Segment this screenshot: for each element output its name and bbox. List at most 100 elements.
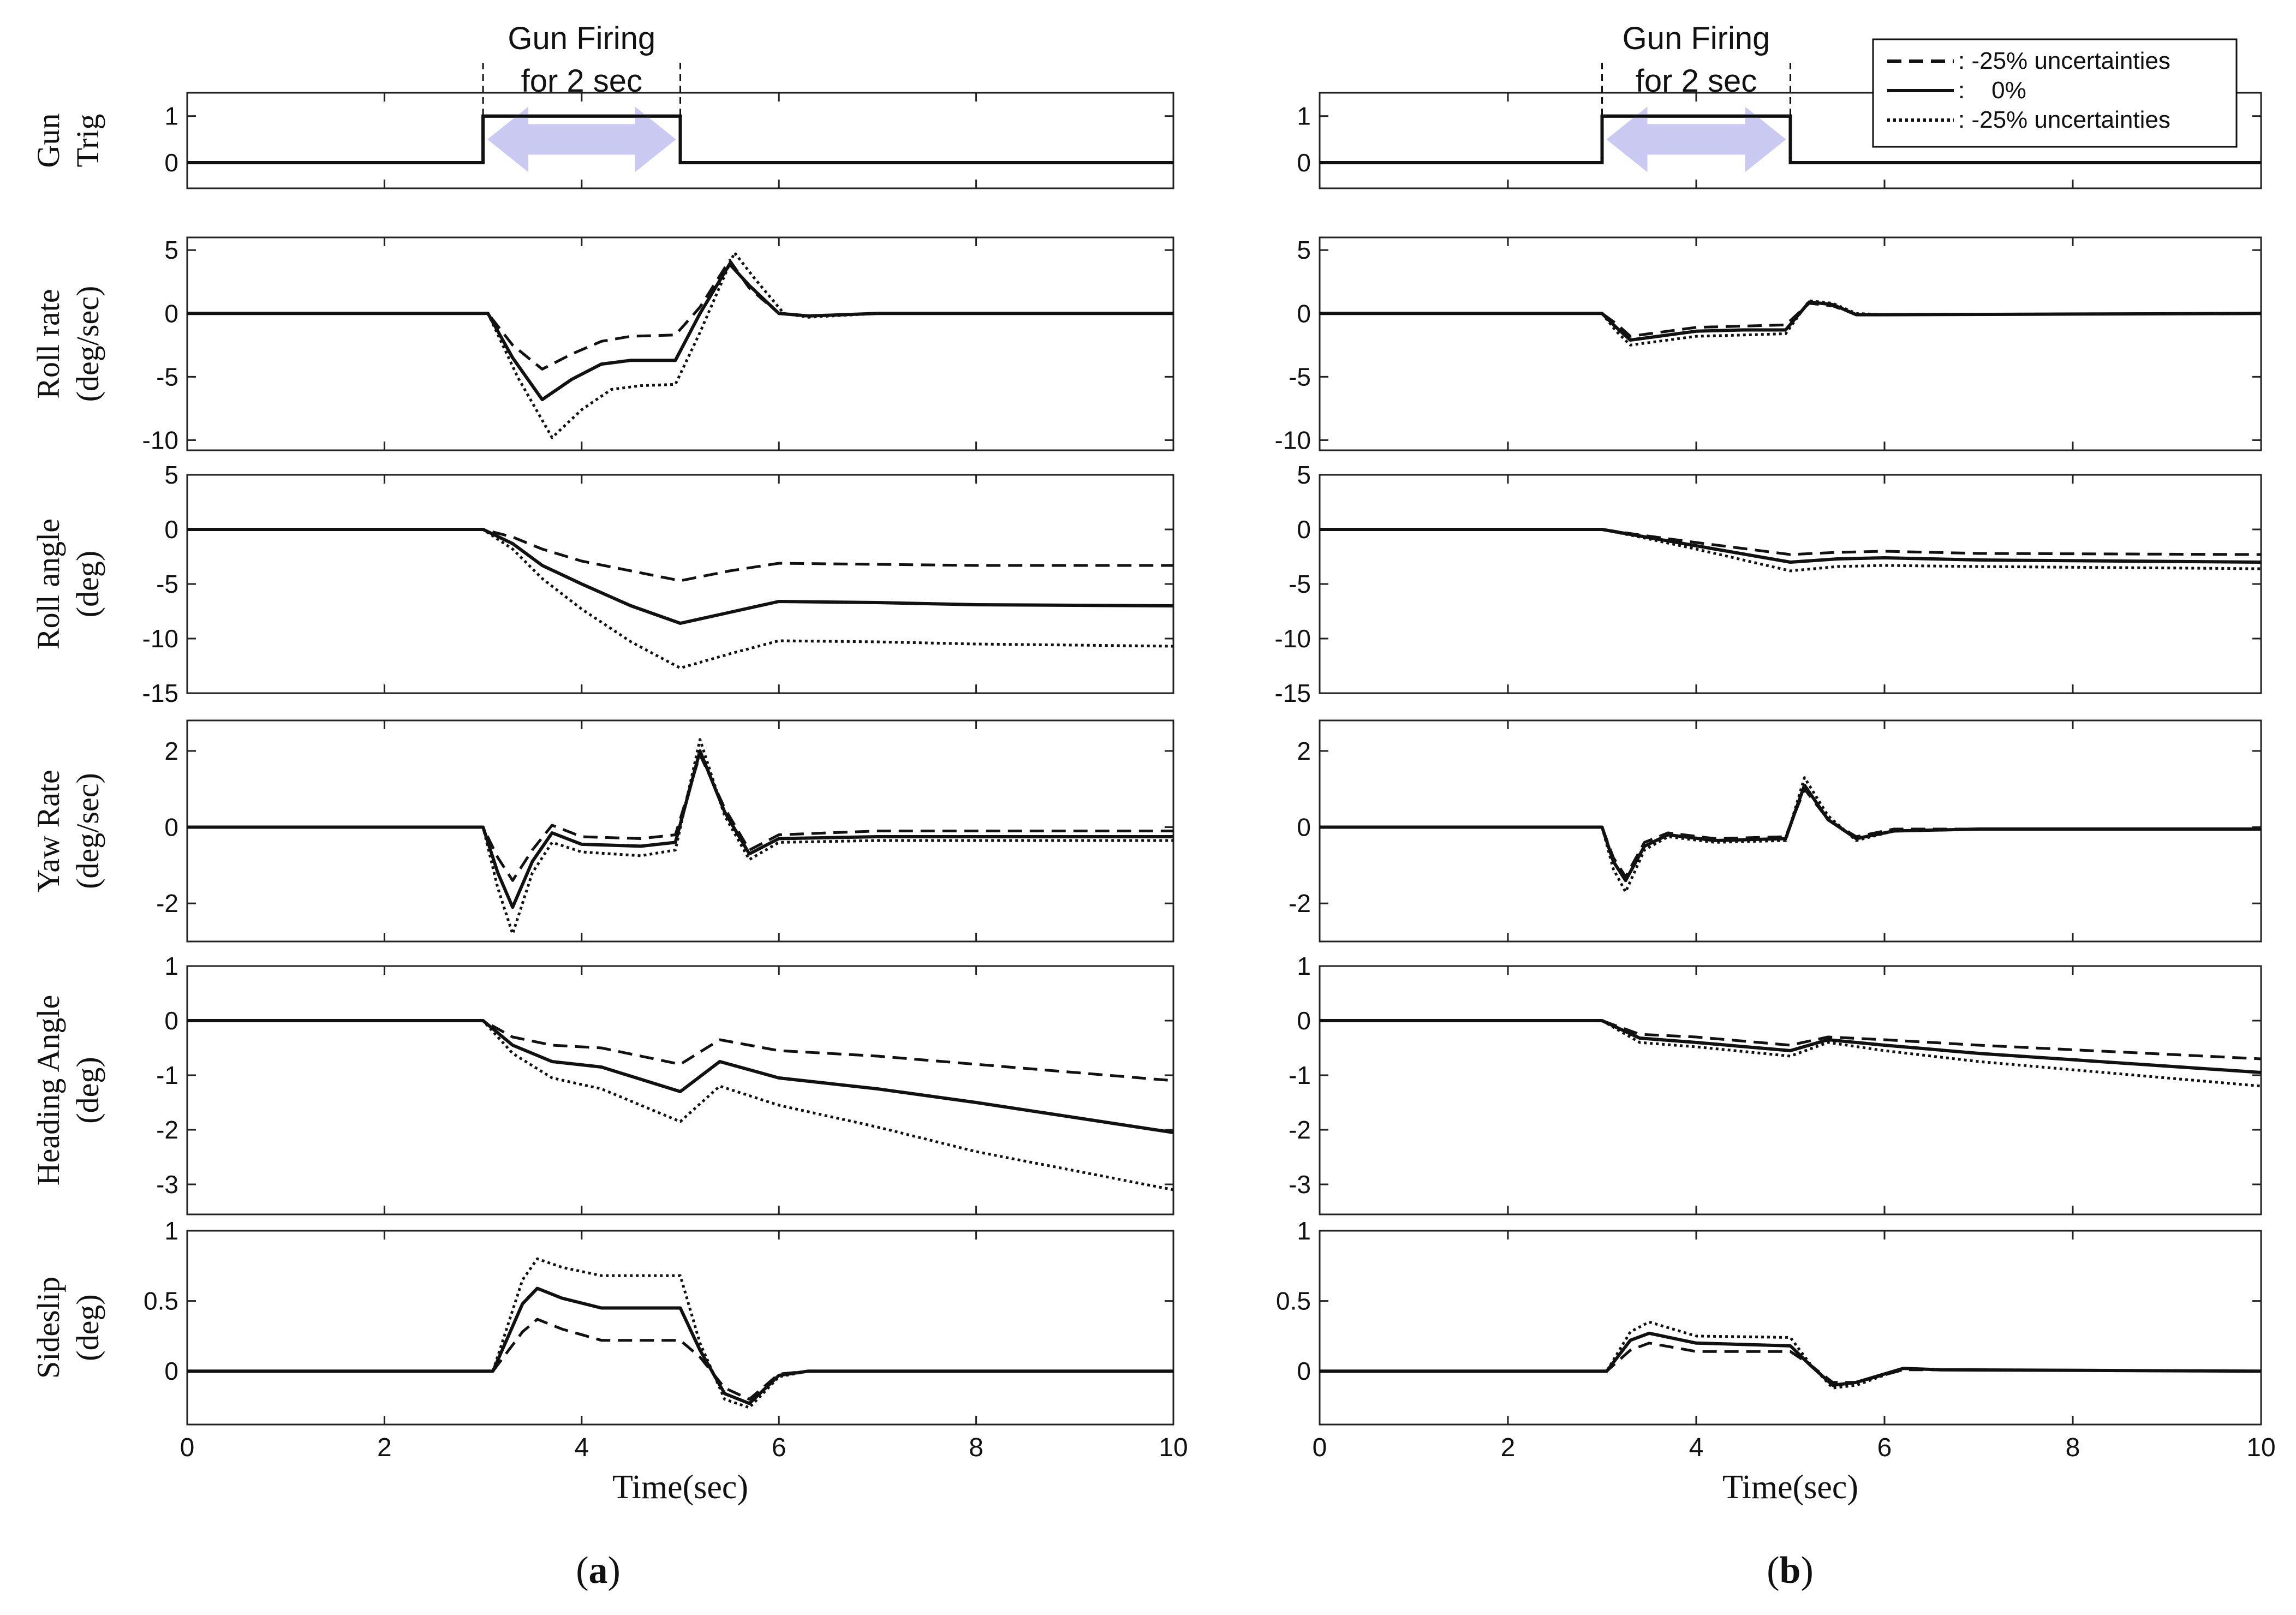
y-axis-label-line1: Gun (31, 114, 66, 168)
y-tick-label: -5 (1289, 570, 1311, 598)
y-tick-label: 0 (164, 813, 178, 842)
series-dashed-yawrate (187, 753, 1173, 882)
y-tick-label: 0 (1297, 1357, 1311, 1385)
y-tick-label: 0 (164, 148, 178, 177)
subplot-rollangle: 5 0 -5 -10 -15 (1275, 461, 2262, 707)
y-tick-label: 1 (164, 102, 178, 130)
y-tick-label: -1 (156, 1061, 178, 1089)
x-tick-label: 4 (1689, 1433, 1704, 1462)
y-axis-label-line1: Sideslip (31, 1277, 66, 1379)
y-axis-label-line1: Roll rate (31, 289, 66, 398)
series-dashed-sideslip (187, 1318, 1173, 1401)
series-dashed-heading (187, 1019, 1174, 1082)
gun-firing-duration-label: for 2 sec (1636, 63, 1757, 99)
series-dotted-rollangle (1320, 528, 2262, 573)
y-tick-label: 0 (164, 515, 178, 544)
series-solid-sideslip (187, 1286, 1173, 1405)
series-dotted-heading (187, 1019, 1174, 1191)
y-tick-label: 0.5 (144, 1287, 178, 1315)
y-tick-label: 2 (1297, 737, 1311, 765)
y-tick-label: 5 (164, 236, 178, 264)
y-tick-label: -5 (1289, 362, 1311, 391)
y-tick-label: -2 (156, 889, 178, 917)
caption-open-paren: ( (1767, 1550, 1779, 1592)
axes-frame (186, 92, 1174, 189)
y-tick-label: 5 (1297, 236, 1311, 264)
legend-dotted-label: : -25% uncertainties (1958, 106, 2170, 133)
axes-frame (186, 1230, 1174, 1426)
y-tick-label: 0 (164, 1006, 178, 1035)
y-axis-label-line1: Heading Angle (31, 995, 66, 1186)
subplot-heading: 1 0 -1 -2 -3 Heading Angle (deg) (31, 952, 1174, 1215)
series-dotted-rollrate (1320, 299, 2262, 347)
subplot-yawrate: 2 0 -2 Yaw Rate (deg/sec) (31, 719, 1174, 943)
subplot-gun: 0 1 Gun Trig Gun Firing for 2 sec (31, 21, 1174, 189)
y-tick-label: -10 (142, 426, 178, 454)
y-tick-label: -10 (142, 624, 178, 653)
series-dotted-rollangle (187, 528, 1174, 670)
series-dashed-yawrate (1320, 788, 2261, 878)
y-tick-label: 0 (1297, 148, 1311, 177)
axes-frame (1319, 1230, 2262, 1426)
y-tick-label: 0.5 (1276, 1287, 1311, 1315)
caption-letter: a (589, 1550, 608, 1592)
y-tick-label: 5 (1297, 461, 1311, 489)
axes-frame (186, 236, 1174, 451)
y-tick-label: 1 (164, 1217, 178, 1245)
legend-dashed-label: : -25% uncertainties (1958, 47, 2170, 74)
y-axis-label-line2: (deg/sec) (70, 773, 105, 889)
panel-caption: (a) (576, 1550, 621, 1592)
gun-trigger-pulse (1320, 114, 2261, 164)
caption-close-paren: ) (608, 1550, 621, 1592)
y-tick-label: -15 (142, 679, 178, 707)
subplot-heading: 1 0 -1 -2 -3 (1289, 952, 2262, 1215)
x-tick-label: 0 (180, 1433, 195, 1462)
x-axis-label: Time(sec) (1722, 1469, 1858, 1506)
x-tick-label: 2 (377, 1433, 392, 1462)
caption-letter: b (1780, 1550, 1801, 1592)
subplot-yawrate: 2 0 -2 (1289, 719, 2262, 943)
series-solid-yawrate (1320, 783, 2261, 883)
y-tick-label: 0 (1297, 515, 1311, 544)
subplot-rollangle: 5 0 -5 -10 -15 Roll angle (deg) (31, 461, 1174, 707)
y-tick-label: -2 (156, 1116, 178, 1144)
x-tick-label: 8 (969, 1433, 983, 1462)
y-tick-label: 1 (164, 952, 178, 980)
y-tick-label: 1 (1297, 1217, 1311, 1245)
y-tick-label: 5 (164, 461, 178, 489)
legend-solid-label: : 0% (1958, 77, 2026, 104)
firing-duration-arrow (487, 106, 676, 172)
y-tick-label: 0 (164, 299, 178, 327)
subplot-sideslip: 1 0.5 0 0 2 4 6 8 10 Time(sec) (1276, 1217, 2276, 1506)
y-axis-label-line2: (deg) (70, 1057, 105, 1123)
y-tick-label: 1 (1297, 102, 1311, 130)
y-tick-label: -2 (1289, 889, 1311, 917)
series-solid-rollangle (187, 528, 1174, 625)
y-tick-label: -3 (1289, 1170, 1311, 1199)
y-tick-label: -1 (1289, 1061, 1311, 1089)
x-tick-label: 10 (2246, 1433, 2275, 1462)
y-tick-label: -10 (1275, 426, 1311, 454)
y-tick-label: -2 (1289, 1116, 1311, 1144)
legend: : -25% uncertainties : 0% : -25% uncerta… (1872, 38, 2238, 148)
x-tick-label: 8 (2066, 1433, 2080, 1462)
x-tick-label: 0 (1313, 1433, 1327, 1462)
x-tick-label: 6 (772, 1433, 786, 1462)
subplot-gun: 0 1 Gun Firing for 2 sec (1297, 21, 2262, 189)
y-tick-label: 1 (1297, 952, 1311, 980)
firing-duration-arrow (1606, 106, 1786, 172)
subplot-rollrate: 5 0 -5 -10 (1275, 236, 2262, 454)
y-axis-label-line1: Roll angle (31, 519, 66, 649)
legend-box (1872, 38, 2238, 148)
caption-open-paren: ( (576, 1550, 588, 1592)
gun-trigger-pulse (187, 114, 1173, 164)
y-tick-label: 0 (164, 1357, 178, 1385)
y-tick-label: 0 (1297, 299, 1311, 327)
y-tick-label: 0 (1297, 813, 1311, 842)
axes-frame (1319, 92, 2262, 189)
gun-firing-label: Gun Firing (508, 21, 655, 56)
x-axis-label: Time(sec) (612, 1469, 748, 1506)
series-dotted-sideslip (187, 1257, 1173, 1409)
axes-frame (1319, 719, 2262, 943)
